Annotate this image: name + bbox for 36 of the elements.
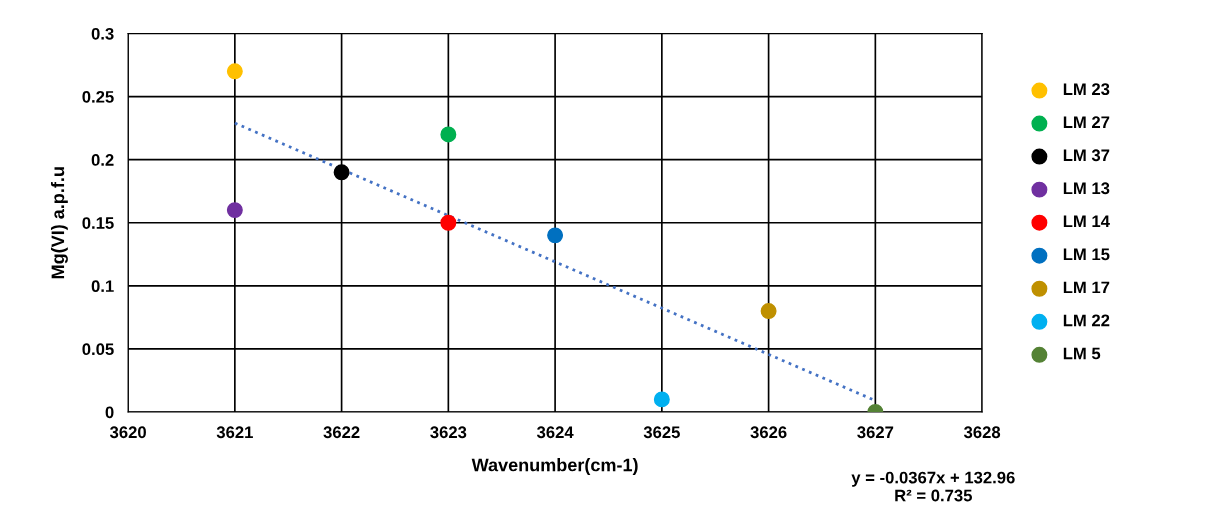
point (440, 214, 457, 231)
x-tick-label: 3627 (857, 426, 894, 439)
y-axis-title: Mg(VI) a.p.f.u (50, 167, 68, 279)
legend-label: LM 14 (1063, 215, 1110, 228)
x-tick-label: 3620 (109, 426, 146, 439)
y-tick-label: 0 (105, 406, 114, 419)
point (226, 202, 243, 219)
point (653, 391, 670, 408)
x-tick-label: 3621 (216, 426, 253, 439)
y-tick-label: 0.2 (91, 154, 114, 166)
point (440, 126, 457, 143)
x-tick-label: 3622 (323, 426, 360, 439)
y-tick-label: 0.3 (91, 27, 114, 40)
legend-label: LM 13 (1063, 182, 1110, 195)
legend-label: LM 5 (1063, 347, 1101, 360)
point (333, 164, 350, 181)
legend-label: LM 15 (1063, 248, 1110, 261)
point (547, 227, 564, 244)
x-axis-title: Wavenumber(cm-1) (471, 458, 638, 475)
point (226, 63, 243, 80)
legend-label: LM 17 (1063, 281, 1110, 294)
y-tick-label: 0.1 (91, 280, 114, 293)
legend-label: LM 22 (1063, 314, 1110, 327)
x-tick-label: 3624 (536, 426, 574, 439)
legend-label: LM 37 (1063, 149, 1110, 162)
x-tick-label: 3625 (643, 426, 680, 439)
y-tick-label: 0.15 (82, 217, 114, 229)
text: y = -0.0367x + 132.96 R² = 0.735 (851, 471, 1015, 502)
x-tick-label: 3628 (963, 426, 1001, 439)
y-tick-label: 0.05 (82, 343, 114, 356)
point (760, 303, 777, 320)
legend-label: LM 27 (1063, 116, 1110, 128)
y-tick-label: 0.25 (82, 90, 114, 103)
x-tick-label: 3626 (750, 426, 787, 439)
x-tick-label: 3623 (430, 426, 467, 439)
legend-label: LM 23 (1063, 83, 1110, 96)
